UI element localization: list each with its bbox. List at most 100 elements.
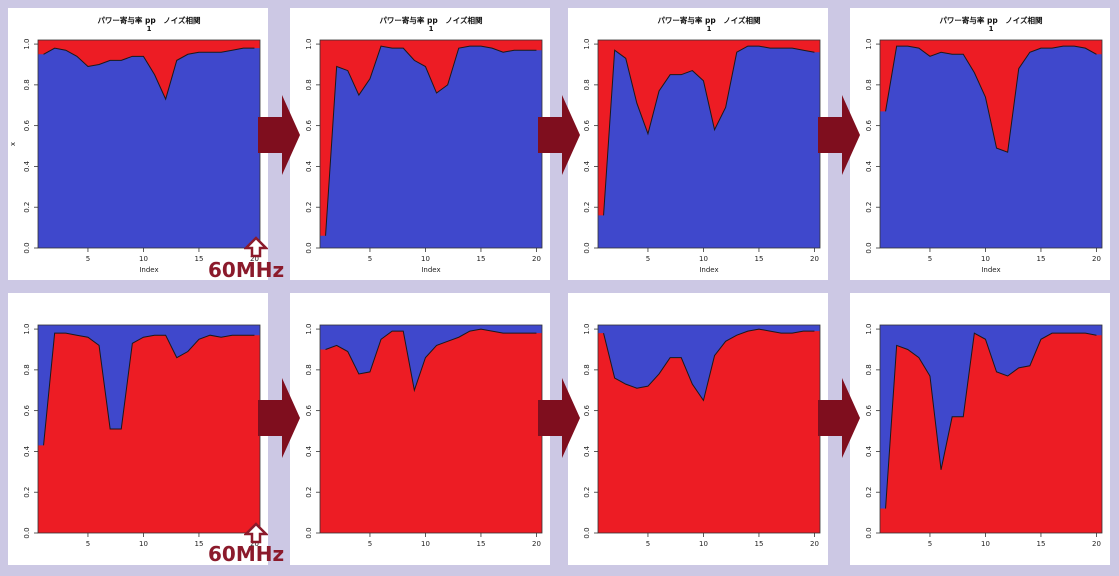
- y-tick-label: 0.6: [583, 120, 591, 132]
- y-tick-label: 0.2: [583, 487, 591, 498]
- area-series: [598, 46, 820, 248]
- x-tick-label: 10: [699, 255, 708, 263]
- y-tick-label: 0.2: [23, 202, 31, 213]
- x-tick-label: 5: [928, 540, 932, 548]
- chart-panel: 0.0 0.2 0.4 0.6 0.8 1.0 5 10 15 20 パワー寄与率 pp ノイズ相関…: [568, 8, 828, 280]
- x-tick-label: 5: [86, 540, 90, 548]
- x-tick-label: 10: [139, 255, 148, 263]
- y-tick-label: 0.0: [865, 527, 873, 538]
- chart-subtitle: 1: [147, 25, 152, 33]
- x-tick-label: 15: [754, 255, 763, 263]
- y-tick-label: 0.6: [865, 120, 873, 132]
- x-tick-label: 20: [1092, 255, 1101, 263]
- y-tick-label: 1.0: [23, 39, 31, 50]
- x-axis-label: Index: [139, 266, 158, 274]
- y-tick-label: 1.0: [583, 324, 591, 335]
- area-chart: 0.0 0.2 0.4 0.6 0.8 1.0 5 10 15 20: [23, 324, 261, 548]
- up-arrow-icon: [244, 522, 268, 544]
- series-line: [325, 45, 537, 236]
- area-chart: 0.0 0.2 0.4 0.6 0.8 1.0 5 10 15 20: [583, 324, 821, 548]
- x-tick-label: 20: [532, 255, 541, 263]
- series-line: [43, 47, 255, 101]
- y-tick-label: 0.6: [23, 405, 31, 417]
- x-tick-label: 15: [194, 540, 203, 548]
- x-tick-label: 20: [810, 255, 819, 263]
- chart-panel: 0.0 0.2 0.4 0.6 0.8 1.0 5 10 15 20 パワー寄与率 pp ノイズ相関…: [290, 8, 550, 280]
- x-tick-label: 10: [139, 540, 148, 548]
- series-line: [43, 332, 255, 446]
- x-tick-label: 5: [368, 255, 372, 263]
- x-tick-label: 15: [754, 540, 763, 548]
- y-tick-label: 0.4: [865, 160, 873, 172]
- chart-panel: 0.0 0.2 0.4 0.6 0.8 1.0 5 10 15 20: [850, 293, 1110, 565]
- chart-panel: 0.0 0.2 0.4 0.6 0.8 1.0 5 10 15 20 パワー寄与率 pp ノイズ相関…: [850, 8, 1110, 280]
- x-tick-label: 5: [646, 540, 650, 548]
- x-tick-label: 15: [476, 540, 485, 548]
- x-tick-label: 10: [421, 540, 430, 548]
- chart-title: パワー寄与率 pp ノイズ相関: [939, 15, 1043, 25]
- y-tick-label: 0.4: [305, 160, 313, 172]
- x-axis-label: Index: [699, 266, 718, 274]
- area-chart: 0.0 0.2 0.4 0.6 0.8 1.0 5 10 15 20 パワー寄与率 pp ノイズ相関…: [9, 15, 261, 274]
- chart-panel: 0.0 0.2 0.4 0.6 0.8 1.0 5 10 15 20: [8, 293, 268, 565]
- y-axis-label: x: [9, 142, 17, 146]
- y-tick-label: 0.0: [305, 527, 313, 538]
- area-series: [880, 46, 1102, 248]
- chart-subtitle: 1: [989, 25, 994, 33]
- y-tick-label: 0.2: [305, 487, 313, 498]
- y-tick-label: 0.8: [23, 364, 31, 375]
- y-tick-label: 0.4: [23, 445, 31, 457]
- chart-title: パワー寄与率 pp ノイズ相関: [379, 15, 483, 25]
- x-tick-label: 10: [981, 255, 990, 263]
- y-tick-label: 0.2: [583, 202, 591, 213]
- y-tick-label: 1.0: [23, 324, 31, 335]
- y-tick-label: 1.0: [305, 39, 313, 50]
- y-tick-label: 0.4: [583, 160, 591, 172]
- y-tick-label: 0.8: [305, 79, 313, 90]
- y-tick-label: 0.0: [23, 527, 31, 538]
- x-tick-label: 10: [981, 540, 990, 548]
- x-tick-label: 15: [476, 255, 485, 263]
- x-tick-label: 20: [1092, 540, 1101, 548]
- x-tick-label: 15: [194, 255, 203, 263]
- freq-label-bottom: 60MHz: [208, 542, 285, 566]
- y-tick-label: 0.6: [583, 405, 591, 417]
- arrow-right-icon: [818, 378, 860, 458]
- y-tick-label: 1.0: [305, 324, 313, 335]
- y-tick-label: 0.0: [583, 242, 591, 253]
- x-tick-label: 5: [368, 540, 372, 548]
- series-line: [603, 328, 815, 402]
- series-line: [325, 328, 537, 393]
- x-tick-label: 20: [250, 540, 259, 548]
- x-tick-label: 10: [699, 540, 708, 548]
- y-tick-label: 1.0: [583, 39, 591, 50]
- y-tick-label: 0.0: [583, 527, 591, 538]
- series-line: [603, 45, 815, 216]
- y-tick-label: 0.6: [865, 405, 873, 417]
- area-series: [880, 333, 1102, 533]
- area-series: [38, 333, 260, 533]
- chart-panel: 0.0 0.2 0.4 0.6 0.8 1.0 5 10 15 20: [568, 293, 828, 565]
- y-tick-label: 0.6: [305, 120, 313, 132]
- y-tick-label: 0.4: [23, 160, 31, 172]
- y-tick-label: 0.8: [583, 364, 591, 375]
- y-tick-label: 0.8: [305, 364, 313, 375]
- area-series: [320, 46, 542, 248]
- freq-label-top: 60MHz: [208, 258, 285, 282]
- y-tick-label: 0.6: [23, 120, 31, 132]
- chart-subtitle: 1: [429, 25, 434, 33]
- series-line: [885, 332, 1097, 509]
- x-tick-label: 20: [250, 255, 259, 263]
- y-tick-label: 0.0: [865, 242, 873, 253]
- x-tick-label: 10: [421, 255, 430, 263]
- up-arrow-icon: [244, 236, 268, 258]
- arrow-right-icon: [538, 378, 580, 458]
- x-axis-label: Index: [421, 266, 440, 274]
- x-tick-label: 5: [86, 255, 90, 263]
- y-tick-label: 0.2: [865, 202, 873, 213]
- y-tick-label: 1.0: [865, 324, 873, 335]
- y-tick-label: 0.8: [583, 79, 591, 90]
- y-tick-label: 0.0: [305, 242, 313, 253]
- area-chart: 0.0 0.2 0.4 0.6 0.8 1.0 5 10 15 20 パワー寄与率 pp ノイズ相関…: [583, 15, 821, 274]
- chart-title: パワー寄与率 pp ノイズ相関: [97, 15, 201, 25]
